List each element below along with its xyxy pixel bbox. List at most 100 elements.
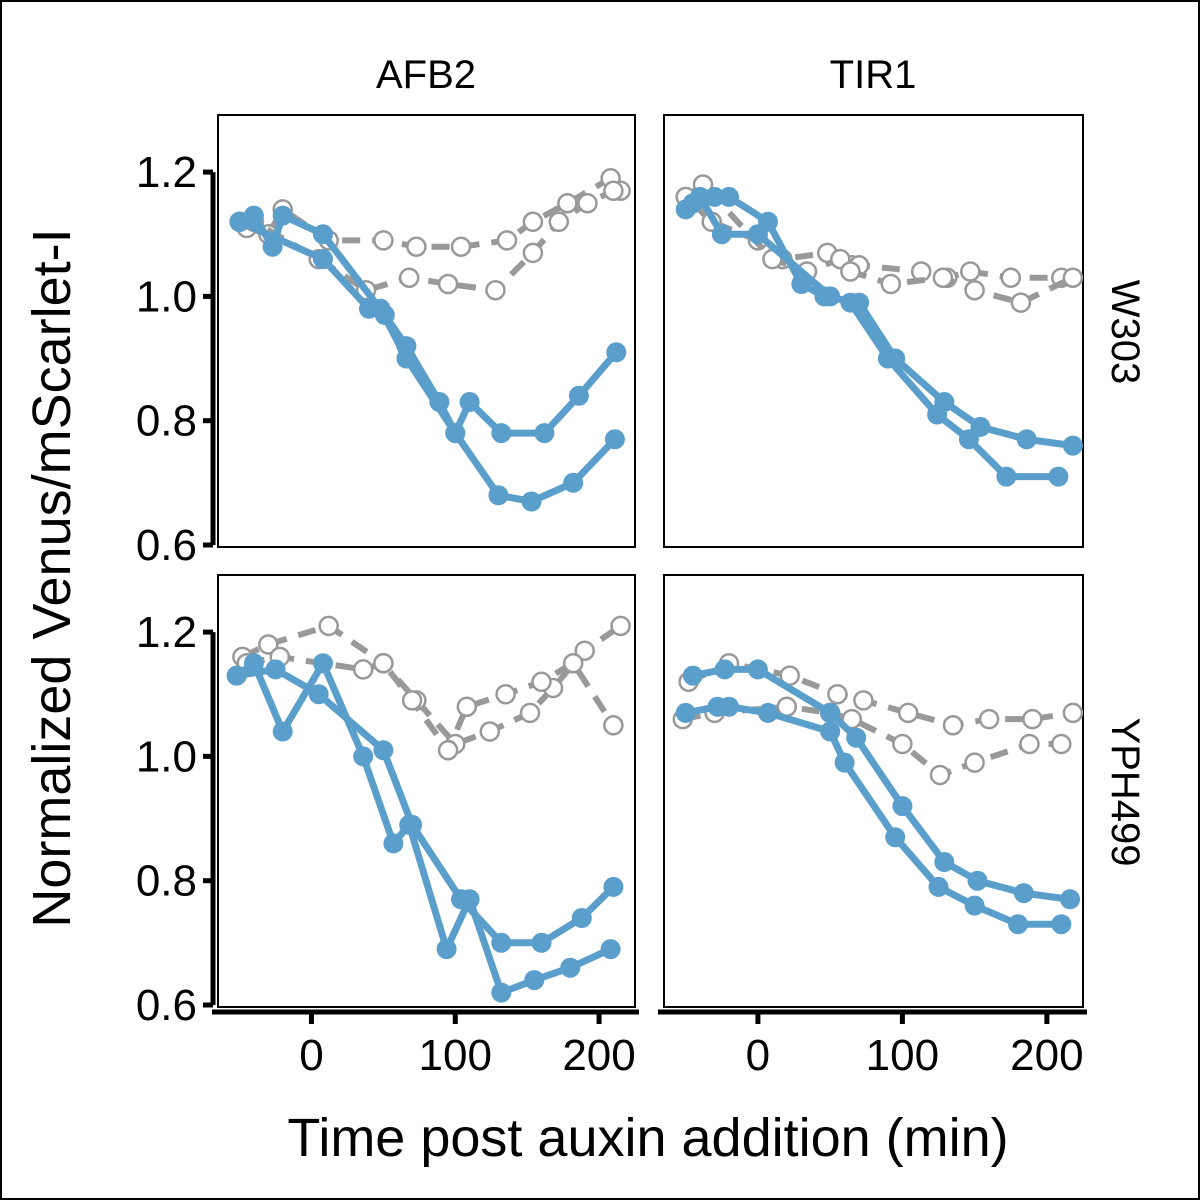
y-tick-label: 1.2 xyxy=(136,608,197,657)
series-treated-tir1-w303-1 xyxy=(682,186,1083,456)
data-point-control xyxy=(840,261,861,282)
data-point-treated xyxy=(459,392,480,412)
data-point-control xyxy=(1062,267,1084,288)
data-point-treated xyxy=(714,659,735,680)
panel-afb2-yph499 xyxy=(217,574,636,1008)
x-axis-title: Time post auxin addition (min) xyxy=(287,1108,1008,1168)
data-point-control xyxy=(258,634,279,655)
labels: AFB2 TIR1 W303 YPH499 Time post auxin ad… xyxy=(22,53,1147,1168)
data-point-treated xyxy=(313,249,333,270)
data-point-control xyxy=(318,615,339,637)
data-point-control xyxy=(519,702,541,724)
data-point-control xyxy=(437,273,459,295)
data-point-control xyxy=(557,192,578,214)
data-point-control xyxy=(352,659,374,680)
data-point-treated xyxy=(719,696,739,717)
data-point-treated xyxy=(313,653,333,674)
data-point-control xyxy=(960,261,981,282)
data-point-treated xyxy=(967,870,988,891)
data-point-control xyxy=(373,652,394,674)
data-point-treated xyxy=(534,423,555,444)
data-point-treated xyxy=(308,684,329,705)
data-point-treated xyxy=(563,472,584,493)
data-point-treated xyxy=(383,833,404,854)
x-tick-label: 100 xyxy=(866,1031,939,1080)
data-point-control xyxy=(1000,267,1022,288)
data-point-treated xyxy=(396,348,417,369)
data-point-treated xyxy=(373,740,394,761)
data-point-control xyxy=(495,683,516,705)
data-point-treated xyxy=(996,466,1017,487)
data-point-treated xyxy=(524,970,545,991)
data-point-control xyxy=(479,721,501,742)
y-tick-label: 1.0 xyxy=(136,272,197,321)
data-point-control xyxy=(880,273,902,295)
data-point-control xyxy=(1062,702,1084,724)
data-point-control xyxy=(964,752,985,773)
data-point-treated xyxy=(892,796,913,817)
x-axis-afb2: 0 100 200 xyxy=(212,1009,639,1080)
data-point-treated xyxy=(704,186,725,207)
data-point-treated xyxy=(521,491,542,512)
x-tick-label: 200 xyxy=(1010,1031,1083,1080)
data-point-treated xyxy=(603,876,624,897)
data-point-treated xyxy=(370,298,391,319)
data-point-treated xyxy=(934,852,955,872)
series-treated-tir1-yph499-0 xyxy=(675,696,1072,935)
data-point-treated xyxy=(934,392,955,412)
data-point-treated xyxy=(1062,435,1083,456)
data-point-treated xyxy=(814,286,835,307)
data-point-treated xyxy=(820,721,841,742)
axes: 0.6 0.8 1.0 1.2 0.6 0.8 1.0 1.2 0 100 200 0 100 200 xyxy=(136,148,1087,1080)
series-treated-tir1-yph499-1 xyxy=(682,659,1080,910)
data-point-treated xyxy=(445,423,466,444)
x-axis-tir1: 0 100 200 xyxy=(658,1009,1087,1080)
data-point-treated xyxy=(402,814,423,835)
data-point-treated xyxy=(964,895,985,916)
data-point-treated xyxy=(1016,429,1037,450)
data-point-control xyxy=(450,236,472,257)
data-point-control xyxy=(437,739,459,761)
series-treated-afb2-yph499-1 xyxy=(226,659,624,953)
y-tick-label: 1.2 xyxy=(136,148,197,197)
data-point-treated xyxy=(682,193,703,214)
series-control-afb2-yph499-3 xyxy=(236,646,624,761)
data-point-treated xyxy=(682,665,703,686)
data-point-treated xyxy=(491,982,512,1003)
x-tick-label: 100 xyxy=(419,1031,492,1080)
data-point-treated xyxy=(1008,914,1028,935)
panel-tir1-yph499 xyxy=(663,574,1084,1008)
data-point-control xyxy=(942,715,964,736)
data-point-control xyxy=(398,267,420,288)
data-point-treated xyxy=(758,211,778,232)
data-point-control xyxy=(841,708,863,730)
y-axis-title: Normalized Venus/mScarlet-I xyxy=(22,228,82,927)
x-tick-label: 0 xyxy=(299,1031,323,1080)
data-point-treated xyxy=(719,186,739,207)
data-point-control xyxy=(892,733,913,755)
data-point-treated xyxy=(885,827,906,848)
data-point-control xyxy=(401,690,423,711)
data-point-control xyxy=(496,230,518,251)
panels xyxy=(217,114,1084,1008)
panel-frame-afb2-w303 xyxy=(217,114,636,548)
panel-frame-tir1-w303 xyxy=(663,114,1084,548)
x-tick-label: 0 xyxy=(746,1031,770,1080)
column-label-tir1: TIR1 xyxy=(830,53,917,97)
data-point-treated xyxy=(571,908,592,928)
data-point-control xyxy=(562,652,584,674)
data-point-treated xyxy=(820,702,841,723)
data-point-treated xyxy=(758,702,778,723)
data-point-control xyxy=(1051,733,1072,755)
data-point-treated xyxy=(747,659,768,680)
data-point-treated xyxy=(600,939,621,960)
data-point-control xyxy=(406,236,427,257)
data-point-treated xyxy=(272,721,293,742)
y-tick-label: 1.0 xyxy=(136,732,197,781)
data-point-control xyxy=(1019,733,1040,755)
data-point-treated xyxy=(846,727,867,748)
data-point-treated xyxy=(606,342,627,363)
data-point-control xyxy=(531,671,552,693)
data-point-control xyxy=(603,715,624,736)
